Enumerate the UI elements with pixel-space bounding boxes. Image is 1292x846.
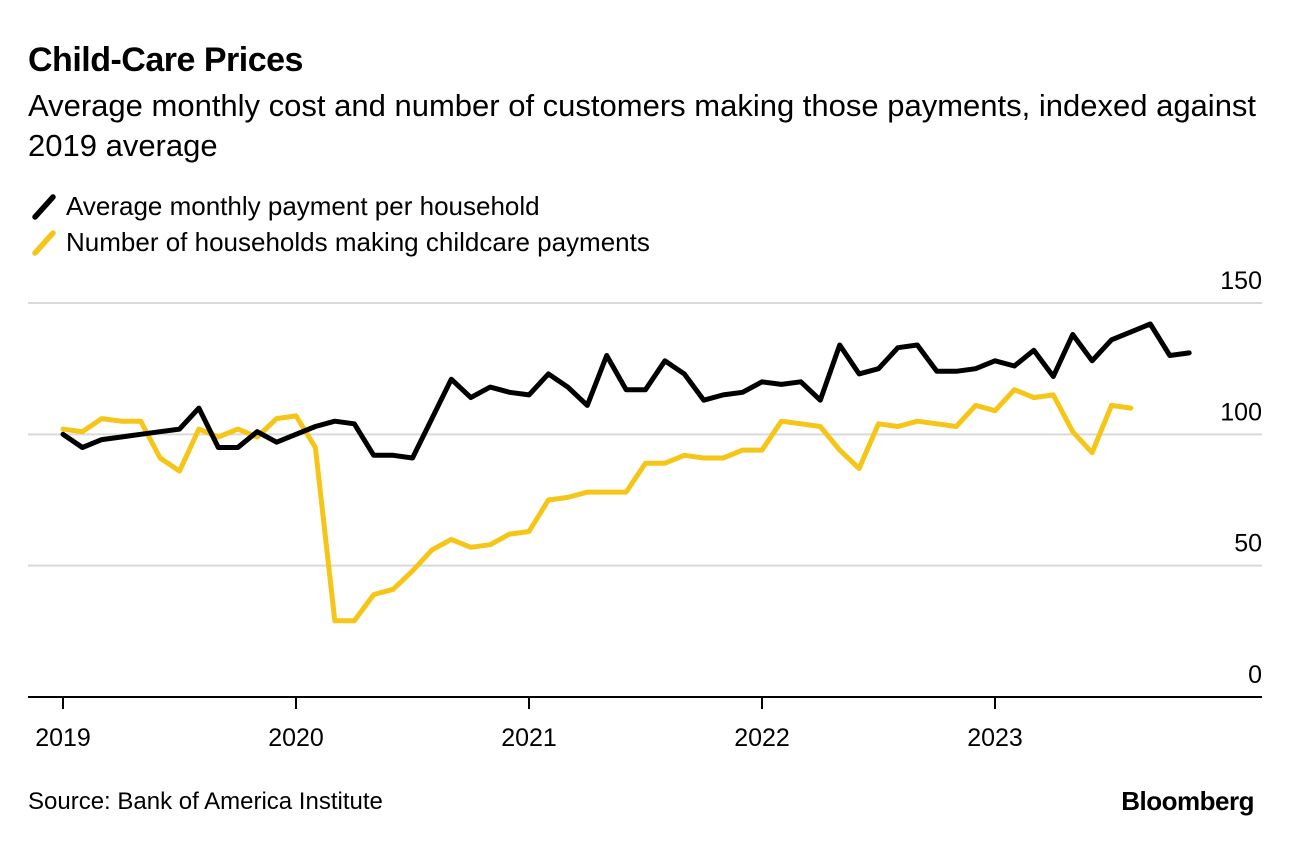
source-note: Source: Bank of America Institute — [28, 788, 383, 815]
chart-title: Child-Care Prices — [28, 41, 303, 79]
y-tick-label-0: 0 — [1248, 661, 1262, 689]
legend-label-households: Number of households making childcare pa… — [66, 226, 650, 257]
y-tick-label-150: 150 — [1220, 267, 1262, 295]
legend-item-payment: Average monthly payment per household — [28, 188, 650, 224]
x-tick-label-2021: 2021 — [501, 724, 557, 752]
chart-subtitle: Average monthly cost and number of custo… — [28, 88, 1257, 163]
legend-swatch-payment — [32, 194, 56, 220]
x-tick-label-2019: 2019 — [35, 724, 91, 752]
legend-item-households: Number of households making childcare pa… — [28, 224, 650, 260]
series-line-households — [60, 387, 1134, 624]
y-tick-label-100: 100 — [1220, 398, 1262, 426]
brand-logo: Bloomberg — [1121, 786, 1254, 816]
legend-swatch-households — [32, 230, 56, 256]
series-line-payment — [60, 321, 1192, 461]
legend-label-payment: Average monthly payment per household — [66, 190, 540, 221]
series-layer — [60, 321, 1192, 624]
x-tick-label-2020: 2020 — [268, 724, 324, 752]
axis-layer: 0 50 100 150 2019 2020 2021 2022 2023 — [28, 267, 1262, 752]
x-tick-label-2022: 2022 — [734, 724, 790, 752]
grid-layer — [28, 302, 1262, 567]
line-chart: 0 50 100 150 2019 2020 2021 2022 2023 — [28, 267, 1262, 752]
x-tick-label-2023: 2023 — [967, 724, 1023, 752]
y-tick-label-50: 50 — [1234, 530, 1262, 558]
legend: Average monthly payment per household Nu… — [28, 188, 650, 260]
